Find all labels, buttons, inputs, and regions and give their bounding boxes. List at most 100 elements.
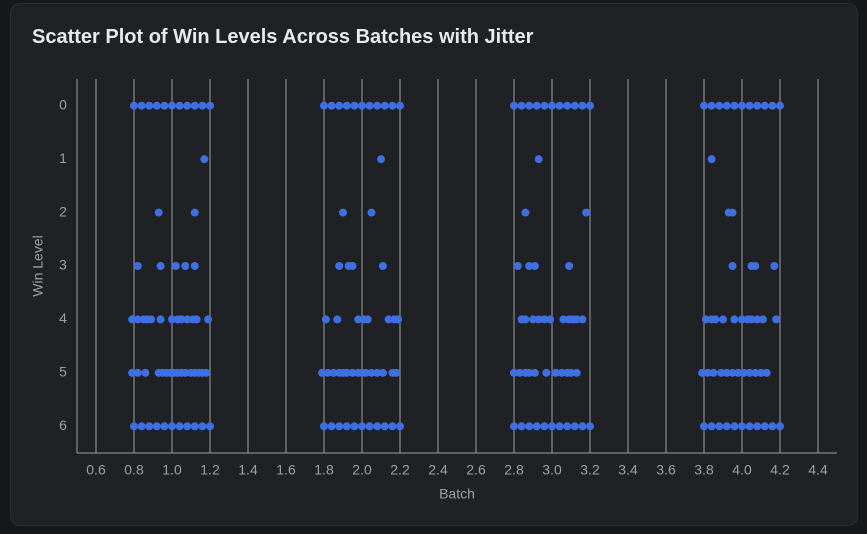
point	[329, 368, 338, 377]
point	[358, 422, 366, 431]
point	[183, 101, 192, 110]
point	[154, 208, 163, 217]
x-tick-label: 2.6	[466, 462, 486, 478]
point	[703, 368, 712, 377]
point	[361, 368, 370, 377]
point	[517, 101, 526, 110]
point	[698, 368, 707, 377]
point	[540, 101, 549, 110]
point	[738, 101, 746, 110]
x-tick-label: 1.2	[200, 462, 220, 478]
y-tick-label: 3	[59, 257, 67, 273]
chart: Scatter Plot of Win Levels Across Batche…	[30, 26, 837, 502]
y-tick-label: 0	[59, 96, 67, 112]
point	[363, 315, 372, 324]
point	[354, 315, 363, 324]
point	[168, 101, 176, 110]
point	[192, 315, 201, 324]
x-tick-label: 0.8	[124, 462, 144, 478]
point	[168, 315, 176, 324]
point	[757, 368, 765, 377]
point	[548, 422, 556, 431]
point	[137, 422, 146, 431]
point	[156, 315, 165, 324]
point	[586, 422, 594, 431]
x-tick-label: 1.8	[314, 462, 334, 478]
point	[513, 262, 522, 270]
point	[327, 422, 336, 431]
point	[582, 208, 591, 217]
point	[130, 422, 138, 431]
chart-title: Scatter Plot of Win Levels Across Batche…	[32, 26, 534, 48]
point	[190, 208, 199, 217]
point	[567, 368, 575, 377]
point	[333, 315, 342, 324]
point	[730, 315, 739, 324]
point	[745, 101, 754, 110]
point	[563, 422, 572, 431]
x-tick-label: 4.4	[808, 462, 828, 478]
point	[335, 422, 344, 431]
point	[358, 101, 366, 110]
point	[572, 315, 581, 324]
point	[517, 422, 526, 431]
y-tick-label: 6	[59, 417, 67, 433]
x-tick-label: 1.6	[276, 462, 296, 478]
point	[396, 101, 404, 110]
point	[529, 315, 537, 324]
point	[130, 101, 138, 110]
point	[738, 422, 746, 431]
point	[128, 368, 137, 377]
point	[753, 422, 762, 431]
point	[394, 315, 403, 324]
point	[339, 208, 347, 217]
x-tick-label: 0.6	[86, 462, 106, 478]
point	[510, 368, 518, 377]
x-tick-label: 1.4	[238, 462, 258, 478]
point	[160, 101, 169, 110]
point	[540, 422, 549, 431]
point	[768, 101, 777, 110]
point	[137, 101, 146, 110]
x-tick-label: 3.0	[542, 462, 562, 478]
point	[719, 315, 727, 324]
point	[175, 101, 184, 110]
point	[342, 422, 351, 431]
point	[578, 315, 587, 324]
x-tick-label: 4.0	[732, 462, 752, 478]
x-tick-label: 2.2	[390, 462, 410, 478]
point	[709, 368, 718, 377]
point	[728, 262, 737, 270]
point	[177, 315, 186, 324]
point	[342, 368, 351, 377]
point	[701, 315, 710, 324]
point	[534, 155, 543, 164]
point	[753, 315, 762, 324]
point	[198, 422, 207, 431]
point	[532, 101, 541, 110]
point	[570, 101, 579, 110]
x-tick-label: 3.2	[580, 462, 600, 478]
point	[578, 422, 587, 431]
point	[510, 422, 518, 431]
point	[141, 368, 150, 377]
y-axis-label: Win Level	[30, 235, 46, 296]
point	[762, 368, 771, 377]
point	[563, 101, 572, 110]
x-tick-label: 1.0	[162, 462, 182, 478]
point	[776, 101, 784, 110]
point	[760, 422, 769, 431]
point	[327, 101, 336, 110]
point	[145, 101, 154, 110]
point	[206, 422, 214, 431]
point	[202, 368, 211, 377]
point	[521, 315, 530, 324]
point	[380, 101, 389, 110]
point	[530, 262, 539, 270]
point	[521, 208, 530, 217]
point	[183, 422, 192, 431]
point	[700, 422, 708, 431]
point	[515, 368, 524, 377]
point	[578, 101, 587, 110]
point	[728, 208, 737, 217]
